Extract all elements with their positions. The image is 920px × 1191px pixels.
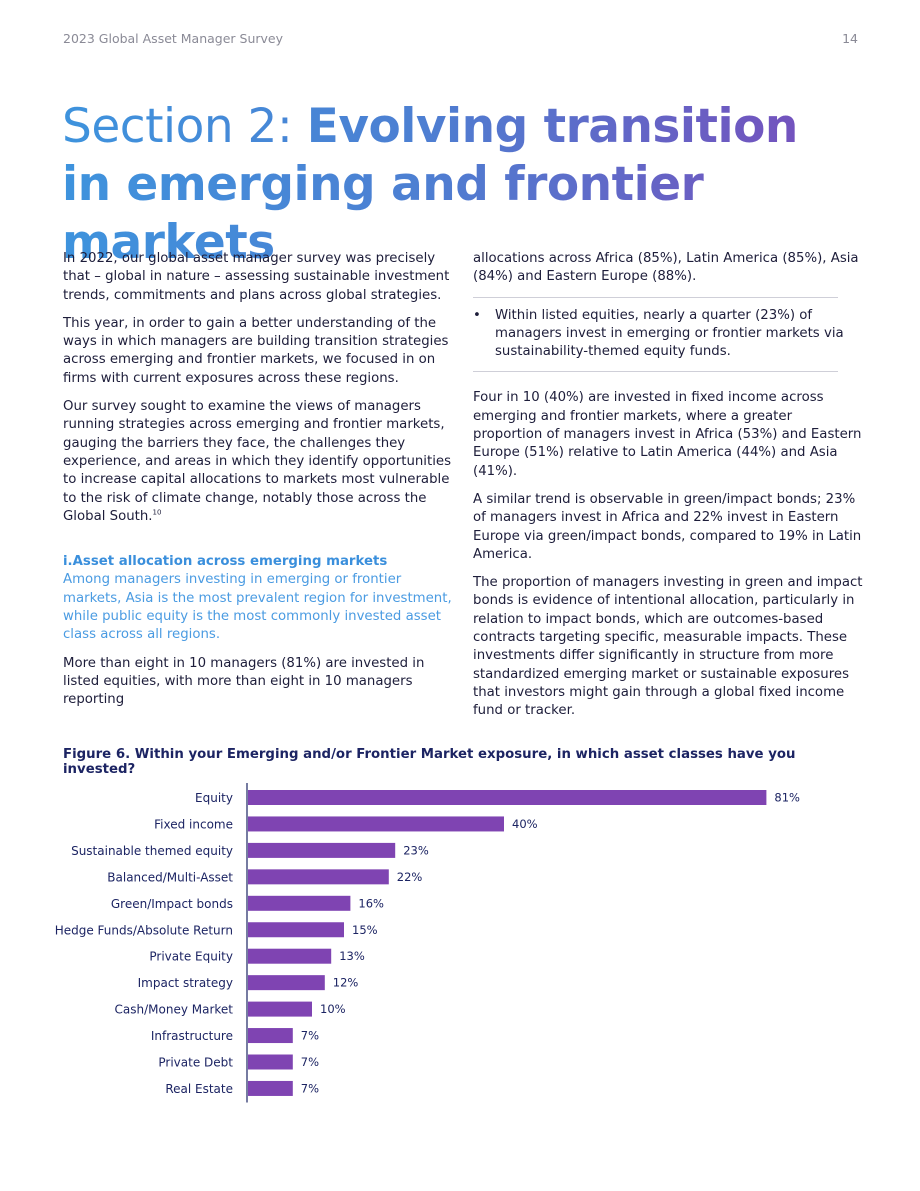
bar — [248, 1080, 293, 1096]
category-label: Hedge Funds/Absolute Return — [55, 923, 233, 937]
left-paragraph-1: In 2022, our global asset manager survey… — [63, 251, 450, 303]
subsection-heading: i.Asset allocation across emerging marke… — [63, 554, 388, 570]
bar — [248, 948, 332, 964]
left-paragraph-3: Our survey sought to examine the views o… — [63, 398, 453, 526]
bar-value-label: 7% — [301, 1081, 319, 1095]
right-column: allocations across Africa (85%), Latin A… — [473, 250, 863, 731]
category-label: Balanced/Multi-Asset — [107, 870, 233, 884]
bar-value-label: 7% — [301, 1029, 319, 1043]
bullet-marker: • — [473, 307, 481, 323]
bar — [248, 816, 504, 832]
category-label: Sustainable themed equity — [71, 844, 233, 858]
bar-value-label: 81% — [774, 791, 800, 805]
bar-value-label: 7% — [301, 1055, 319, 1069]
figure-title: Figure 6. Within your Emerging and/or Fr… — [63, 747, 796, 777]
bar — [248, 842, 396, 858]
bar-value-label: 40% — [512, 817, 538, 831]
bar — [248, 975, 325, 991]
bar — [248, 790, 767, 805]
bar-value-label: 10% — [320, 1002, 346, 1016]
bullet-text: Within listed equities, nearly a quarter… — [495, 307, 844, 360]
bar-value-label: 13% — [339, 949, 365, 963]
bar — [248, 869, 389, 885]
category-label: Infrastructure — [151, 1029, 233, 1043]
left-paragraph-3-text: Our survey sought to examine the views o… — [63, 399, 452, 524]
category-label: Fixed income — [154, 817, 233, 831]
bar-value-label: 16% — [358, 896, 384, 910]
highlight-paragraph: Among managers investing in emerging or … — [63, 572, 452, 643]
right-paragraph-2: Four in 10 (40%) are invested in fixed i… — [473, 390, 862, 479]
asset-class-bar-chart: Equity 81% Fixed income 40% Sustainable them… — [55, 783, 800, 1103]
bar — [248, 922, 344, 938]
left-paragraph-2: This year, in order to gain a better und… — [63, 315, 449, 386]
category-label: Real Estate — [165, 1082, 233, 1096]
left-column: In 2022, our global asset manager survey… — [63, 250, 453, 720]
publication-title: 2023 Global Asset Manager Survey — [63, 31, 284, 46]
category-label: Green/Impact bonds — [111, 897, 233, 911]
right-paragraph-3: A similar trend is observable in green/i… — [473, 491, 862, 562]
category-label: Private Debt — [158, 1056, 233, 1070]
bar-value-label: 15% — [352, 923, 378, 937]
section-title: Section 2: Evolving transition in emergi… — [62, 98, 862, 272]
bullet-item: • Within listed equities, nearly a quart… — [473, 307, 863, 362]
category-label: Equity — [195, 791, 233, 805]
bar-value-label: 22% — [397, 870, 423, 884]
category-label: Impact strategy — [138, 976, 233, 990]
bar-value-label: 12% — [333, 976, 359, 990]
divider-bottom — [473, 371, 838, 373]
left-paragraph-4: More than eight in 10 managers (81%) are… — [63, 655, 425, 708]
page-number: 14 — [842, 31, 858, 46]
right-paragraph-4: The proportion of managers investing in … — [473, 575, 863, 719]
divider-top — [473, 296, 838, 298]
footnote-marker: 10 — [152, 508, 162, 517]
category-label: Cash/Money Market — [115, 1003, 234, 1017]
bar — [248, 1054, 293, 1070]
bar — [248, 895, 351, 911]
section-title-prefix: Section 2: — [62, 99, 307, 154]
bar — [248, 1028, 293, 1044]
right-paragraph-1: allocations across Africa (85%), Latin A… — [473, 251, 859, 285]
bar-value-label: 23% — [403, 843, 429, 857]
bar — [248, 1001, 312, 1017]
category-label: Private Equity — [149, 950, 233, 964]
running-header: 2023 Global Asset Manager Survey 14 — [63, 31, 858, 46]
